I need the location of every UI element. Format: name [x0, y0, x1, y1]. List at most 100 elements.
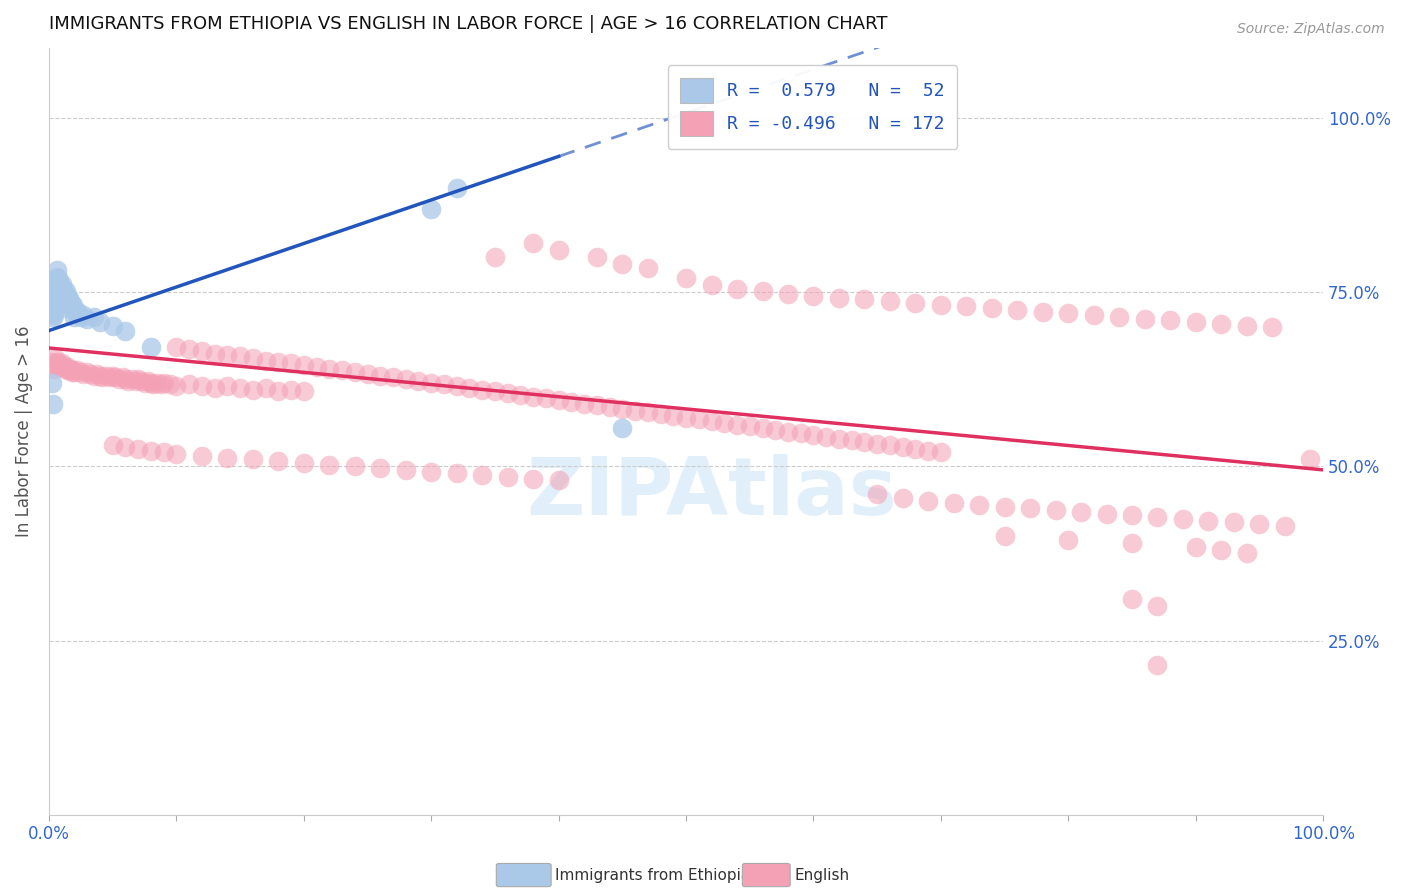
Point: [79, 368, 101, 382]
Point: [69, 310, 91, 324]
Point: [1108, 310, 1130, 324]
Point: [484, 251, 506, 265]
Point: [917, 444, 939, 458]
Point: [114, 372, 136, 386]
Point: [471, 383, 494, 397]
Point: [1057, 533, 1080, 547]
Point: [1121, 508, 1143, 523]
Point: [72, 308, 94, 322]
Point: [159, 377, 181, 392]
Point: [586, 251, 609, 265]
Point: [165, 379, 187, 393]
Point: [446, 180, 468, 194]
Point: [62, 298, 84, 312]
Y-axis label: In Labor Force | Age > 16: In Labor Force | Age > 16: [15, 326, 32, 537]
Point: [368, 368, 391, 383]
Point: [446, 379, 468, 393]
Point: [509, 388, 531, 402]
Point: [69, 365, 91, 379]
Point: [942, 495, 965, 509]
Point: [662, 409, 685, 424]
Point: [318, 362, 340, 376]
Point: [42, 308, 65, 322]
Point: [165, 340, 187, 354]
Point: [356, 368, 378, 382]
Point: [1236, 318, 1258, 333]
Point: [395, 463, 418, 477]
Point: [55, 291, 77, 305]
Point: [803, 428, 825, 442]
Point: [1211, 543, 1233, 558]
Point: [48, 282, 70, 296]
Point: [46, 271, 69, 285]
Point: [83, 368, 105, 383]
Point: [59, 363, 82, 377]
Point: [139, 340, 162, 354]
Point: [146, 376, 169, 390]
Point: [994, 529, 1017, 543]
Point: [44, 299, 66, 313]
Point: [866, 487, 889, 501]
Point: [58, 298, 80, 312]
Point: [124, 375, 146, 389]
Point: [395, 372, 418, 386]
Point: [98, 370, 121, 384]
Point: [776, 286, 799, 301]
Point: [534, 391, 557, 405]
Point: [191, 449, 214, 463]
Point: [572, 397, 595, 411]
Point: [853, 435, 876, 450]
Point: [292, 456, 315, 470]
Point: [44, 359, 66, 373]
Point: [267, 355, 290, 369]
Point: [72, 368, 94, 382]
Point: [879, 438, 901, 452]
Point: [1032, 304, 1054, 318]
Point: [217, 379, 239, 393]
Point: [62, 363, 84, 377]
Point: [63, 302, 86, 317]
Text: Source: ZipAtlas.com: Source: ZipAtlas.com: [1237, 22, 1385, 37]
Legend: R =  0.579   N =  52, R = -0.496   N = 172: R = 0.579 N = 52, R = -0.496 N = 172: [668, 65, 957, 149]
Point: [433, 377, 456, 392]
Point: [828, 291, 851, 305]
Point: [292, 359, 315, 373]
Point: [803, 289, 825, 303]
Point: [751, 421, 773, 435]
Point: [139, 376, 162, 390]
Point: [1057, 306, 1080, 320]
Point: [46, 356, 69, 370]
Text: English: English: [794, 869, 849, 883]
Point: [242, 383, 264, 397]
Point: [254, 353, 277, 368]
Point: [152, 445, 174, 459]
Point: [89, 368, 111, 383]
Point: [776, 425, 799, 439]
Point: [1070, 505, 1092, 519]
Point: [1299, 452, 1322, 467]
Point: [150, 377, 173, 392]
Point: [637, 405, 659, 419]
Point: [446, 467, 468, 481]
Point: [368, 460, 391, 475]
Point: [904, 442, 927, 456]
Point: [191, 379, 214, 393]
Point: [138, 375, 160, 389]
Point: [53, 360, 76, 375]
Point: [104, 370, 127, 384]
Point: [55, 284, 77, 298]
Point: [1121, 536, 1143, 550]
Point: [53, 293, 76, 308]
Point: [45, 269, 67, 284]
Point: [891, 440, 914, 454]
Point: [56, 301, 79, 315]
Point: [63, 310, 86, 324]
Point: [1007, 302, 1029, 317]
Point: [48, 359, 70, 373]
Point: [49, 360, 72, 375]
Point: [305, 360, 328, 375]
Point: [76, 365, 98, 379]
Point: [713, 416, 735, 430]
Point: [688, 412, 710, 426]
Point: [879, 293, 901, 308]
